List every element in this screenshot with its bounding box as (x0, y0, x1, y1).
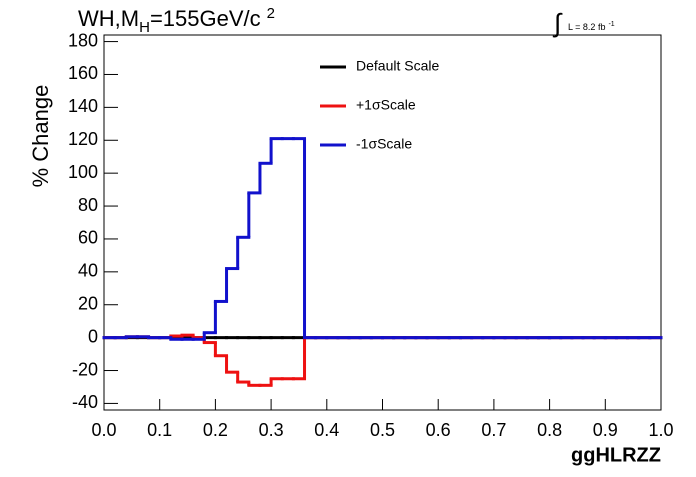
x-tick-label: 1.0 (648, 420, 673, 440)
x-tick-label: 0.3 (259, 420, 284, 440)
y-axis-label: % Change (28, 85, 53, 188)
chart-title: WH,MH=155GeV/c 2 (78, 5, 275, 36)
y-tick-label: 80 (78, 195, 98, 215)
x-tick-label: 0.4 (314, 420, 339, 440)
lumi-sup: -1 (608, 21, 614, 28)
x-tick-label: 0.1 (147, 420, 172, 440)
y-tick-label: -20 (72, 359, 98, 379)
legend-label: +1σScale (356, 97, 416, 113)
title-sub: H (139, 19, 150, 36)
x-tick-label: 0.0 (91, 420, 116, 440)
x-tick-label: 0.6 (426, 420, 451, 440)
title-rest: =155GeV/c (150, 6, 261, 31)
legend-label: -1σScale (356, 136, 412, 152)
title-sup: 2 (267, 5, 275, 22)
y-tick-label: 100 (68, 162, 98, 182)
y-tick-label: 40 (78, 261, 98, 281)
y-tick-label: 60 (78, 228, 98, 248)
lumi-main: L = 8.2 fb (568, 22, 605, 32)
y-tick-label: 120 (68, 129, 98, 149)
legend-label: Default Scale (356, 58, 439, 74)
y-tick-label: 180 (68, 30, 98, 50)
lumi-text: L = 8.2 fb -1 (568, 21, 615, 33)
y-tick-label: 140 (68, 96, 98, 116)
title-main: WH,M (78, 6, 139, 31)
x-tick-label: 0.9 (593, 420, 618, 440)
y-tick-label: 20 (78, 293, 98, 313)
x-axis-label: ggHLRZZ (571, 444, 661, 466)
x-tick-label: 0.7 (481, 420, 506, 440)
x-tick-label: 0.5 (370, 420, 395, 440)
y-tick-label: 0 (88, 326, 98, 346)
x-tick-label: 0.8 (537, 420, 562, 440)
lumi-integral: ∫ (552, 8, 563, 38)
y-tick-label: -40 (72, 392, 98, 412)
y-tick-label: 160 (68, 63, 98, 83)
x-tick-label: 0.2 (203, 420, 228, 440)
